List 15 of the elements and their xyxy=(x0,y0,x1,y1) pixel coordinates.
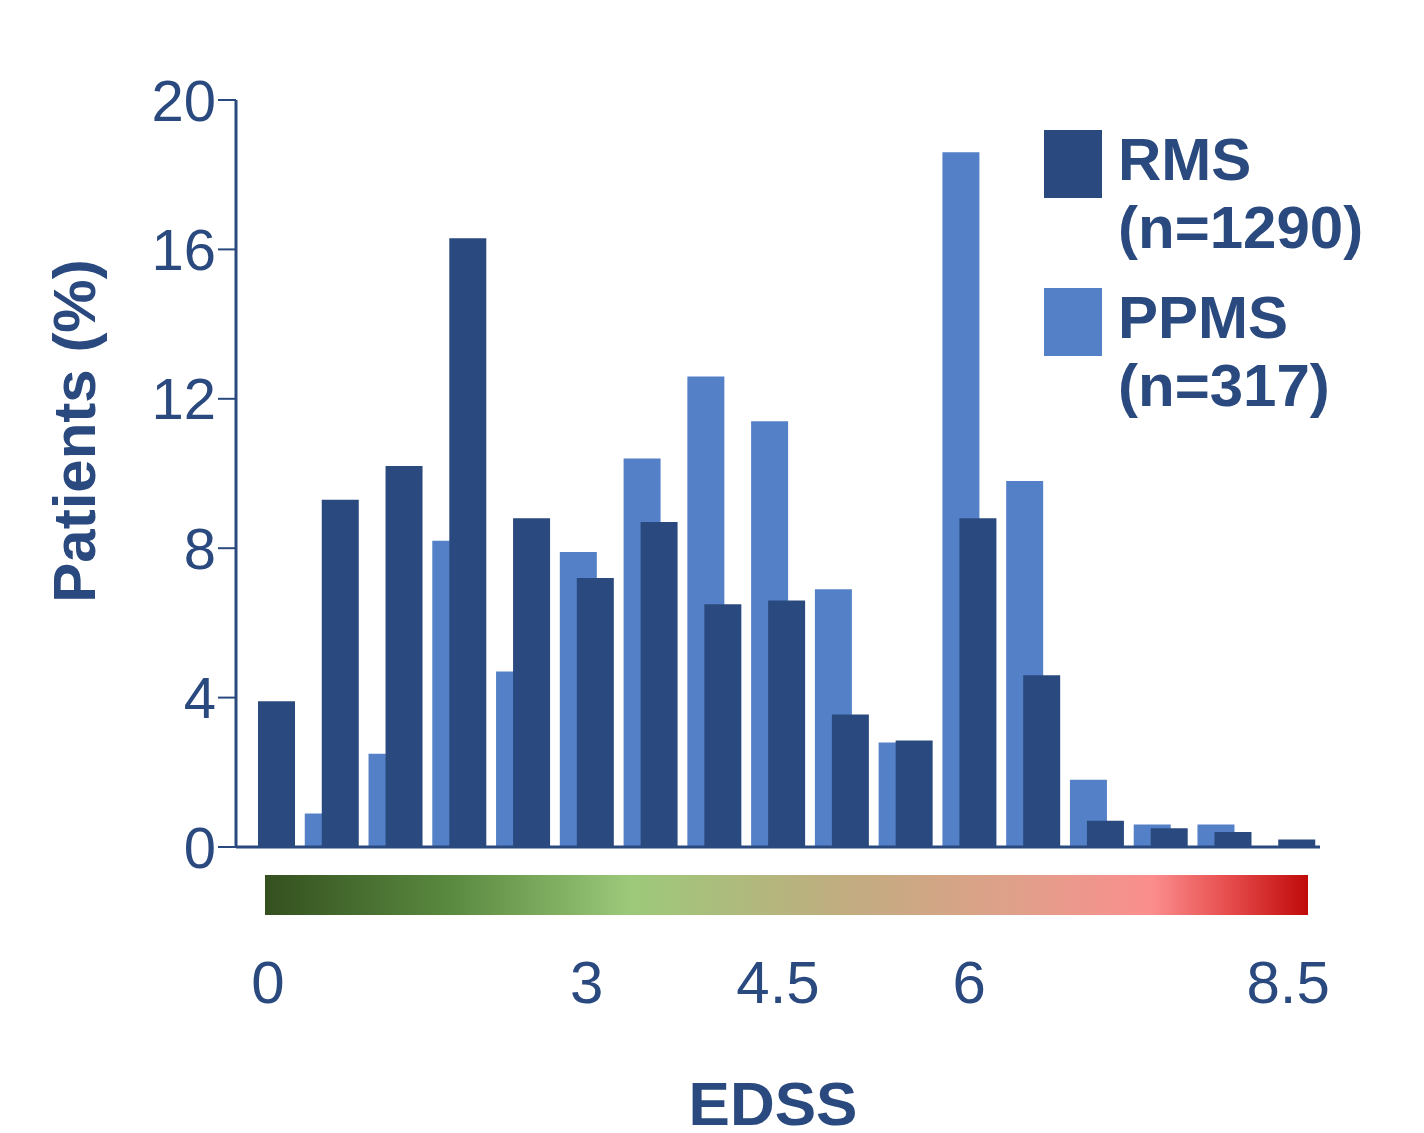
y-tick-label: 20 xyxy=(151,67,216,133)
y-tick-label: 0 xyxy=(183,814,216,880)
x-tick-label: 0 xyxy=(251,949,285,1016)
y-axis-title: Patients (%) xyxy=(39,259,109,603)
x-tick-label: 4.5 xyxy=(736,949,820,1016)
x-tick-label: 3 xyxy=(570,949,604,1016)
y-tick-label: 16 xyxy=(151,216,216,282)
x-axis-title: EDSS xyxy=(687,1068,859,1133)
y-tick-label: 4 xyxy=(183,665,216,731)
x-tick-label: 6 xyxy=(952,949,986,1016)
x-tick-label: 8.5 xyxy=(1246,949,1330,1016)
legend-label: RMS (n=1290) xyxy=(1118,126,1365,262)
y-tick-label: 12 xyxy=(151,366,216,432)
legend-label: PPMS (n=317) xyxy=(1118,284,1331,420)
y-tick-label: 8 xyxy=(183,515,216,581)
